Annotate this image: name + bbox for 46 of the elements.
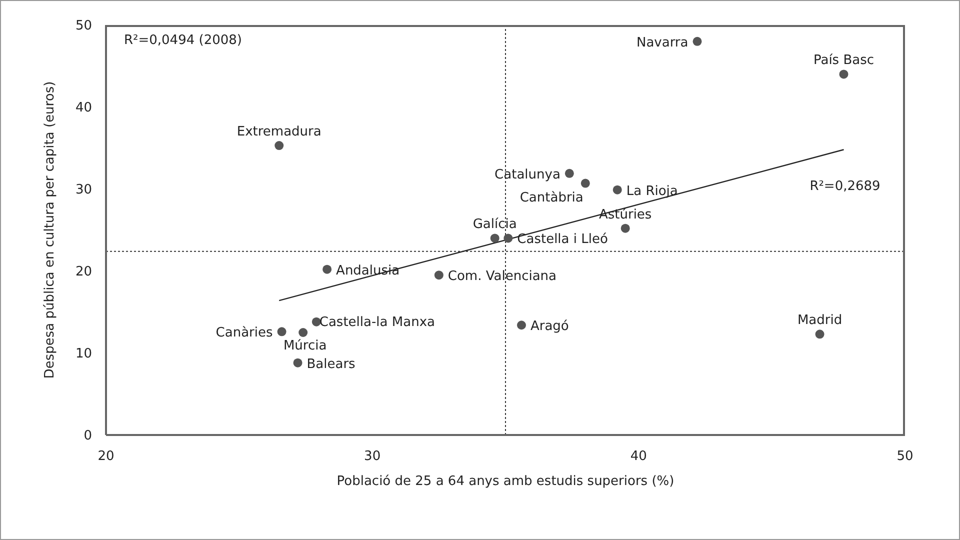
series-label: Catalunya [494, 167, 560, 182]
point [516, 320, 526, 330]
series-label: País Basc [813, 53, 874, 68]
x-tick-label: 30 [364, 449, 381, 464]
series-label: Castella-la Manxa [319, 314, 435, 330]
point [298, 328, 308, 337]
point [274, 141, 284, 150]
point [293, 358, 302, 368]
point [839, 70, 848, 79]
y-tick-label: 40 [75, 100, 92, 116]
series-label: La Rioja [626, 184, 678, 199]
point [612, 185, 622, 194]
series-label: Galícia [472, 217, 517, 232]
series-label: Aragó [530, 319, 569, 334]
x-tick-label: 50 [896, 449, 914, 464]
point [580, 178, 590, 188]
point [504, 234, 513, 243]
annotation: R²=0,2689 [810, 179, 880, 194]
point [434, 270, 444, 280]
y-tick-label: 30 [75, 182, 92, 198]
x-tick-label: 40 [630, 449, 647, 464]
point [564, 168, 574, 178]
y-axis-title: Despesa pública en cultura per capita (euros) [42, 81, 58, 379]
x-tick-label: 20 [98, 449, 114, 464]
point [620, 224, 630, 233]
y-tick-label: 10 [75, 346, 92, 362]
series-label: Múrcia [283, 338, 327, 354]
point [322, 264, 332, 274]
y-tick-label: 50 [75, 18, 92, 34]
y-tick-label: 20 [75, 264, 92, 280]
y-tick-label: 0 [84, 428, 92, 444]
x-axis-title: Població de 25 a 64 anys amb estudis superiors (%) [336, 474, 674, 489]
series-label: Navarra [636, 35, 688, 50]
point [277, 327, 286, 336]
series-label: Balears [306, 356, 356, 372]
point [692, 36, 702, 46]
annotation: R²=0,0494 (2008) [124, 33, 242, 48]
series-label: Com. Valenciana [448, 269, 557, 284]
point [815, 330, 824, 339]
series-label: Extremadura [236, 124, 322, 140]
series-label: Castella i Lleó [517, 232, 608, 248]
series-label: Madrid [797, 313, 842, 328]
series-label: Canàries [216, 326, 273, 341]
series-label: Cantàbria [520, 190, 584, 206]
point [490, 234, 500, 243]
series-label: Astúries [598, 207, 652, 222]
